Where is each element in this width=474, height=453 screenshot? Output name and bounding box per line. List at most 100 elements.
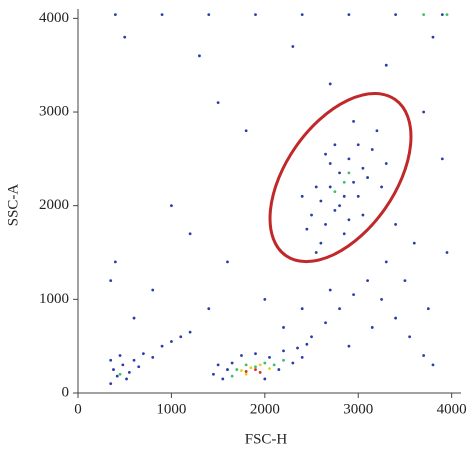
point — [277, 368, 281, 371]
point — [235, 368, 239, 371]
point — [263, 297, 267, 301]
point — [328, 288, 332, 292]
point — [319, 199, 323, 203]
x-tick-label: 1000 — [156, 401, 186, 417]
point — [324, 321, 327, 325]
point — [394, 316, 398, 320]
point — [305, 342, 309, 346]
x-tick-label: 2000 — [250, 401, 280, 417]
point — [366, 176, 369, 179]
x-tick-label: 0 — [74, 401, 82, 417]
point — [422, 354, 426, 357]
point — [384, 162, 388, 165]
point — [328, 162, 332, 165]
point — [160, 344, 164, 348]
point — [394, 223, 398, 226]
point — [338, 204, 341, 208]
point — [440, 157, 444, 161]
point — [170, 204, 173, 208]
point — [249, 366, 253, 370]
point — [347, 171, 351, 175]
point — [333, 143, 337, 147]
point — [352, 293, 355, 297]
point — [375, 129, 379, 133]
point — [282, 358, 285, 362]
point — [342, 232, 346, 236]
point — [300, 307, 304, 311]
point — [384, 260, 388, 264]
point — [342, 180, 346, 184]
x-tick-label: 4000 — [437, 401, 467, 417]
point — [422, 13, 426, 17]
y-tick-label: 4000 — [39, 10, 69, 26]
point — [338, 307, 341, 311]
point — [244, 372, 248, 376]
point — [179, 335, 183, 339]
point — [125, 377, 128, 381]
point — [170, 340, 173, 343]
point — [408, 335, 412, 339]
point — [347, 13, 351, 17]
point — [296, 346, 299, 350]
point — [361, 213, 365, 217]
point — [394, 13, 398, 17]
point — [370, 326, 374, 329]
y-axis-label: SSC-A — [5, 184, 21, 227]
point — [244, 363, 248, 367]
point — [300, 194, 304, 198]
point — [263, 361, 267, 365]
point — [328, 185, 332, 189]
point — [254, 352, 257, 356]
point — [198, 54, 201, 58]
point — [361, 166, 365, 170]
point — [314, 251, 318, 254]
point — [291, 45, 295, 48]
point — [347, 218, 351, 222]
point — [380, 185, 383, 189]
point — [151, 356, 155, 359]
x-axis-label: FSC-H — [245, 431, 288, 447]
point — [230, 361, 234, 365]
point — [244, 370, 248, 373]
point — [310, 213, 313, 217]
y-tick-label: 1000 — [39, 291, 69, 307]
point — [109, 382, 113, 386]
point — [319, 241, 323, 245]
y-tick-label: 3000 — [39, 103, 69, 119]
point — [403, 279, 407, 283]
point — [207, 13, 211, 17]
point — [109, 279, 113, 283]
point — [268, 356, 271, 359]
point — [226, 368, 229, 371]
point — [342, 194, 346, 198]
point — [216, 101, 220, 105]
point — [188, 330, 192, 334]
point — [141, 352, 145, 356]
point — [212, 372, 215, 376]
point — [384, 63, 388, 67]
point — [291, 361, 295, 365]
point — [445, 251, 449, 254]
point — [230, 374, 234, 378]
point — [300, 356, 304, 359]
point — [324, 223, 327, 226]
point — [207, 307, 211, 311]
point — [226, 260, 229, 264]
point — [118, 372, 122, 376]
point — [328, 82, 332, 86]
point — [324, 152, 327, 156]
point — [123, 35, 127, 39]
point — [356, 143, 360, 147]
point — [422, 110, 426, 114]
point — [115, 374, 119, 378]
point — [426, 307, 430, 311]
point — [282, 326, 285, 329]
point — [258, 363, 262, 367]
point — [268, 367, 271, 371]
point — [282, 349, 285, 353]
point — [431, 363, 435, 367]
point — [254, 368, 257, 371]
point — [188, 232, 192, 236]
point — [263, 377, 267, 381]
